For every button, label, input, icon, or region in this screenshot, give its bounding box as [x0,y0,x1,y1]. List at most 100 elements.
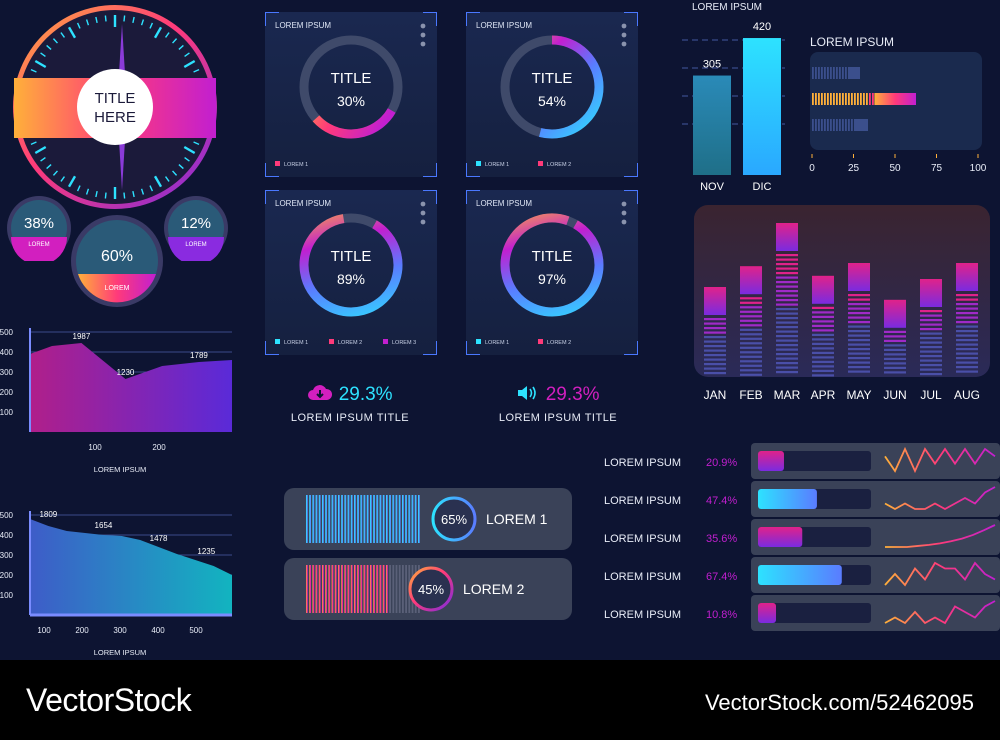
x-tick-label: 200 [75,626,89,635]
hbar-segment [869,93,871,105]
progress-tick [325,495,327,543]
progress-tick [331,495,334,543]
month-label: JUL [920,388,942,402]
metric-row: LOREM IPSUM 47.4% [600,479,1000,519]
month-bar-segment [776,357,798,360]
gauge-tick [153,26,163,39]
metric-percent: 35.6% [706,533,737,545]
month-bar [812,275,834,304]
month-bar-segment [956,352,978,355]
gauge-tick [30,68,37,73]
footer-brand: VectorStock [26,682,192,718]
hbar-segment [842,119,844,131]
hbar-segment [824,67,826,79]
gauge-tick [149,22,154,29]
legend-label: LOREM 2 [547,340,571,346]
speaker-icon [518,386,537,400]
sparkline [884,561,996,587]
progress-tick [334,565,337,613]
progress-tick [379,495,382,543]
more-dots-icon[interactable] [621,32,627,38]
month-bar-segment [812,324,834,327]
hbar-segment [860,93,862,105]
month-bar-segment [704,336,726,339]
hbar-segment [827,93,829,105]
month-bar-segment [920,355,942,358]
progress-tick [398,565,401,613]
area-fill [30,343,232,432]
hbar-chart: LOREM IPSUM 0 25 50 75 100 [805,30,995,180]
area-chart-2: 100 200 300 400 500 1809 1654 1478 1235 100 200 300… [0,505,240,663]
month-bar-segment [884,330,906,333]
hbar-segment [848,119,850,131]
progress-tick [357,565,359,613]
month-bar-segment [848,348,870,351]
y-tick-label: 200 [0,571,14,580]
month-bar-segment [740,297,762,300]
progress-tick [344,495,347,543]
progress-tick [306,565,308,613]
hbar-segment [818,119,820,131]
hbar-segment [821,93,823,105]
small-gauge-value: 38% [24,215,54,232]
month-bar-segment [956,334,978,337]
legend-swatch [329,339,334,344]
month-bar-segment [956,343,978,346]
month-bar-segment [776,317,798,320]
x-tick-label: 200 [152,443,166,452]
month-bar-segment [740,315,762,318]
gauge-tick [30,141,37,146]
progress-tick [405,495,407,543]
month-bar-segment [704,354,726,357]
progress-tick [334,495,337,543]
month-bar-segment [740,333,762,336]
more-dots-icon[interactable] [420,32,426,38]
more-dots-icon[interactable] [621,23,627,29]
more-dots-icon[interactable] [621,201,627,207]
month-label: FEB [739,388,762,402]
chart-title: LOREM IPSUM [692,2,762,13]
month-bar-segment [776,308,798,311]
more-dots-icon[interactable] [621,210,627,216]
more-dots-icon[interactable] [420,219,426,225]
y-tick-label: 400 [0,348,14,357]
gauge-tick [85,19,90,26]
month-bar-segment [848,370,870,373]
gauge-tick [34,145,47,155]
more-dots-icon[interactable] [420,210,426,216]
more-dots-icon[interactable] [420,41,426,47]
more-dots-icon[interactable] [420,23,426,29]
month-bar-segment [776,344,798,347]
progress-tick [376,565,379,613]
metric-label: LOREM IPSUM [604,571,681,583]
x-tick-label: 400 [151,626,165,635]
month-bar-segment [812,360,834,363]
hbar-segment [845,67,847,79]
x-tick-label: 100 [970,163,987,174]
gauge-tick [85,188,90,195]
month-bar-segment [740,351,762,354]
gauge-tick [52,38,58,44]
x-tick-label: 0 [809,163,815,174]
legend-label: LOREM 2 [338,340,362,346]
metric-fill [758,451,784,471]
legend-label: LOREM 1 [485,340,509,346]
small-gauge-1: 38% LOREM [6,195,72,265]
month-bar-segment [776,281,798,284]
corner-bracket [624,189,639,204]
month-bar-segment [704,363,726,366]
more-dots-icon[interactable] [621,219,627,225]
month-bar-segment [920,332,942,335]
gauge-title-line2: HERE [94,109,136,126]
month-bar-segment [956,321,978,324]
month-bar-segment [740,369,762,372]
progress-tick [398,495,401,543]
donut-value: 54% [538,93,566,109]
more-dots-icon[interactable] [420,201,426,207]
month-bar-segment [920,310,942,313]
hbar-segment [851,93,853,105]
metric-percent: 67.4% [706,571,737,583]
point-label: 1987 [73,332,91,341]
month-bar-segment [776,299,798,302]
more-dots-icon[interactable] [621,41,627,47]
